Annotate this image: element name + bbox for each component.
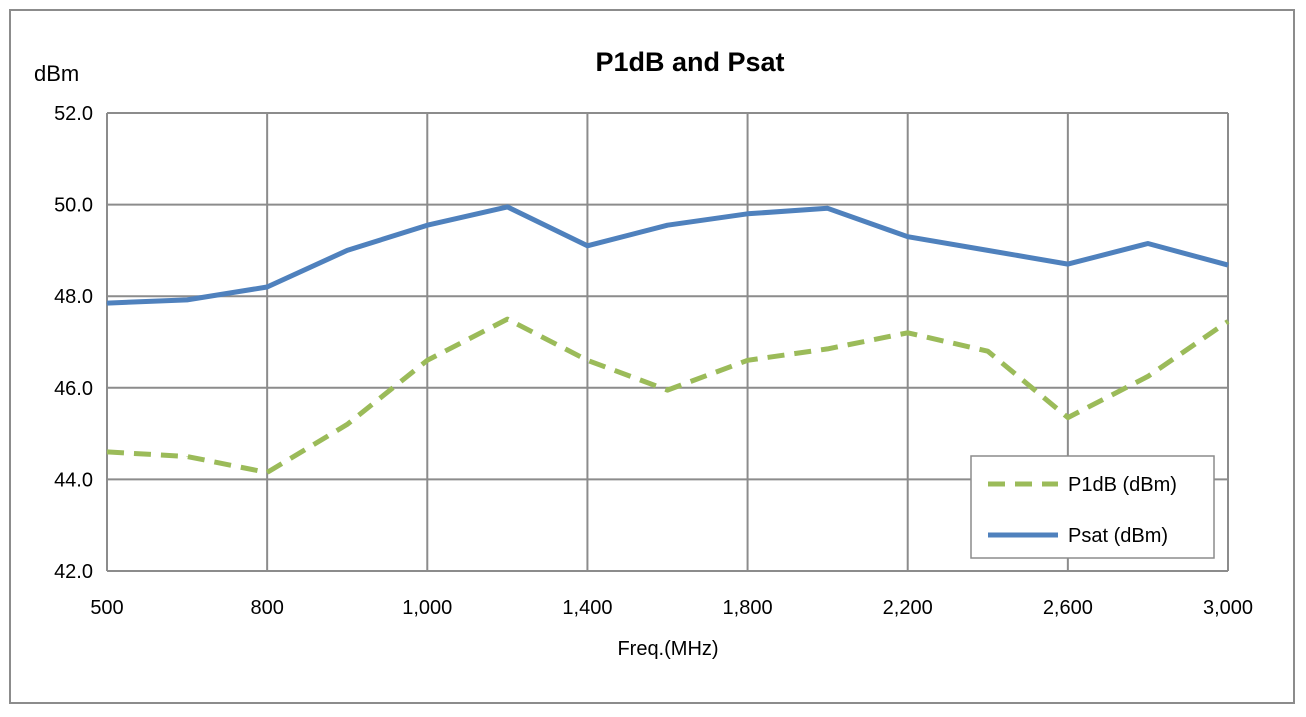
legend-box — [970, 455, 1215, 559]
x-axis-label: Freq.(MHz) — [617, 638, 718, 660]
data-point — [1227, 320, 1229, 322]
y-tick-label: 48.0 — [54, 286, 93, 308]
data-point — [907, 332, 909, 334]
x-tick-label: 2,200 — [883, 597, 933, 619]
x-tick-label: 1,400 — [562, 597, 612, 619]
data-point — [1067, 263, 1069, 265]
data-point — [827, 207, 829, 209]
data-point — [1147, 243, 1149, 245]
y-tick-label: 50.0 — [54, 195, 93, 217]
x-tick-label: 500 — [90, 597, 123, 619]
data-point — [586, 359, 588, 361]
x-tick-label: 800 — [250, 597, 283, 619]
x-tick-label: 1,800 — [723, 597, 773, 619]
data-point — [667, 224, 668, 226]
data-point — [827, 348, 829, 350]
data-point — [987, 249, 989, 251]
data-point — [186, 299, 188, 301]
y-tick-label: 46.0 — [54, 378, 93, 400]
series-line-psat — [106, 204, 1229, 306]
legend-label-p1db: P1dB (dBm) — [1068, 474, 1177, 496]
data-point — [907, 236, 909, 238]
data-point — [426, 224, 428, 226]
series-group — [106, 204, 1230, 475]
y-tick-label: 52.0 — [54, 103, 93, 125]
data-point — [426, 359, 428, 361]
data-point — [1227, 264, 1229, 266]
data-point — [586, 245, 588, 247]
x-tick-label: 2,600 — [1043, 597, 1093, 619]
chart-frame — [9, 9, 1295, 704]
data-point — [346, 423, 348, 425]
x-tick-label: 3,000 — [1203, 597, 1253, 619]
data-point — [266, 286, 268, 288]
series-line-p1db — [106, 316, 1230, 475]
data-point — [346, 249, 348, 251]
data-point — [987, 350, 989, 352]
data-point — [186, 456, 188, 457]
gridlines — [106, 112, 1229, 572]
legend: P1dB (dBm) Psat (dBm) — [970, 455, 1215, 559]
data-point — [1067, 417, 1069, 419]
data-point — [506, 206, 508, 208]
data-point — [506, 318, 508, 320]
data-point — [747, 213, 749, 215]
y-axis-unit: dBm — [34, 61, 79, 86]
data-point — [1147, 375, 1149, 377]
legend-label-psat: Psat (dBm) — [1068, 525, 1168, 547]
data-point — [266, 472, 268, 474]
y-axis-ticks: 42.0 44.0 46.0 48.0 50.0 52.0 — [54, 103, 93, 583]
y-tick-label: 44.0 — [54, 469, 93, 491]
data-point — [667, 389, 668, 391]
data-point — [106, 451, 108, 453]
data-point — [106, 302, 108, 304]
chart-title: P1dB and Psat — [595, 47, 784, 77]
x-tick-label: 1,000 — [402, 597, 452, 619]
x-axis-ticks: 500 800 1,000 1,400 1,800 2,200 2,600 3,000 — [90, 597, 1253, 619]
y-tick-label: 42.0 — [54, 561, 93, 583]
data-point — [747, 359, 749, 361]
